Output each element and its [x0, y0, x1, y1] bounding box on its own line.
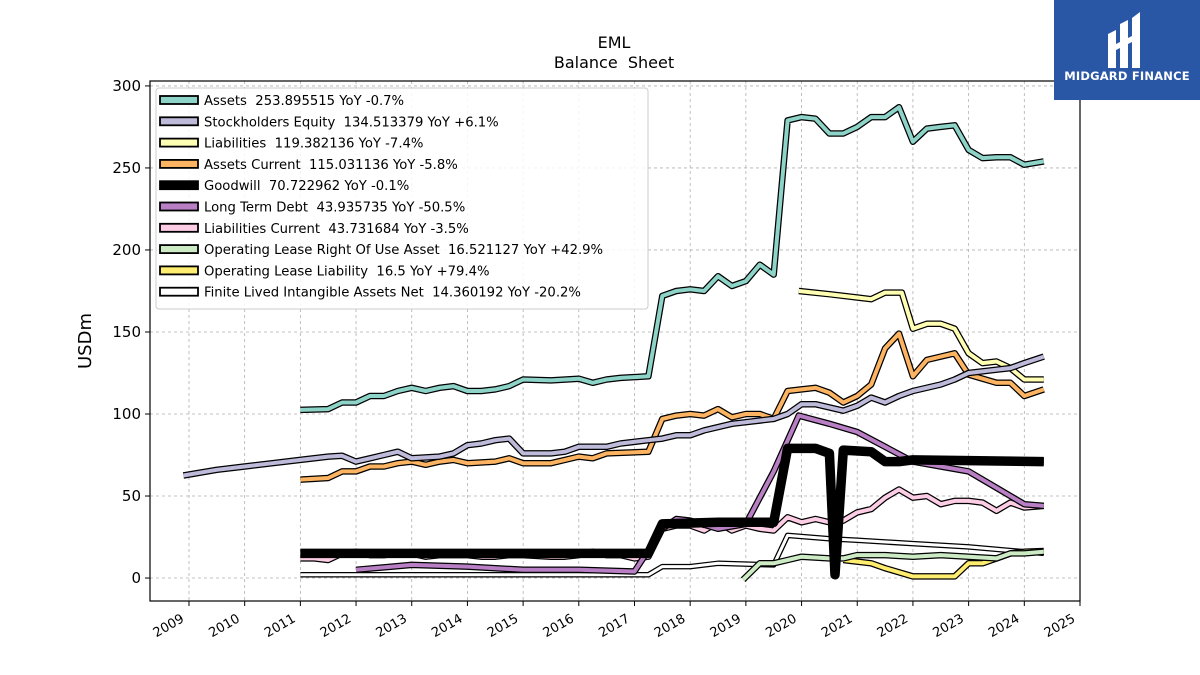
- legend-label: Assets 253.895515 YoY -0.7%: [204, 94, 404, 109]
- series-7: [740, 548, 1045, 583]
- x-tick-label: 2015: [485, 611, 521, 641]
- y-tick-label: 300: [112, 77, 141, 95]
- series-2: [798, 287, 1044, 383]
- x-tick-label: 2025: [1042, 611, 1078, 641]
- legend-entry: Operating Lease Right Of Use Asset 16.52…: [159, 243, 603, 258]
- series-line: [741, 549, 1044, 582]
- y-tick-label: 150: [112, 323, 141, 341]
- legend-swatch: [159, 265, 199, 276]
- legend-entry: Assets 253.895515 YoY -0.7%: [159, 94, 404, 109]
- series-line: [300, 105, 1045, 412]
- legend-entry: Finite Lived Intangible Assets Net 14.36…: [159, 286, 581, 301]
- x-tick-label: 2013: [374, 611, 410, 641]
- legend-label: Goodwill 70.722962 YoY -0.1%: [204, 179, 409, 194]
- y-tick-label: 250: [112, 159, 141, 177]
- series-3: [300, 330, 1045, 483]
- y-tick-label: 50: [122, 487, 141, 505]
- series-outline: [355, 412, 1045, 575]
- series-0: [300, 103, 1045, 414]
- x-tick-label: 2024: [986, 611, 1022, 641]
- series-line: [300, 533, 1044, 577]
- series-lines: [182, 103, 1045, 583]
- x-tick-label: 2014: [429, 611, 465, 641]
- x-tick-label: 2023: [930, 611, 966, 641]
- y-tick-label: 0: [131, 569, 141, 587]
- legend-label: Stockholders Equity 134.513379 YoY +6.1%: [204, 115, 499, 130]
- legend-label: Operating Lease Liability 16.5 YoY +79.4…: [204, 264, 490, 279]
- legend-swatch: [159, 244, 199, 255]
- x-tick-label: 2011: [262, 611, 298, 641]
- legend-swatch: [159, 116, 199, 127]
- legend-label: Assets Current 115.031136 YoY -5.8%: [204, 158, 458, 173]
- series-4: [300, 443, 1044, 580]
- series-line: [300, 444, 1044, 579]
- legend-swatch: [159, 286, 199, 297]
- x-tick-label: 2020: [763, 611, 799, 641]
- legend-entry: Liabilities 119.382136 YoY -7.4%: [159, 137, 423, 152]
- legend-label: Finite Lived Intangible Assets Net 14.36…: [204, 286, 581, 301]
- x-tick-label: 2019: [708, 611, 744, 641]
- series-line: [300, 331, 1045, 482]
- plot-frame: [149, 80, 1081, 602]
- legend-label: Liabilities 119.382136 YoY -7.4%: [204, 137, 423, 152]
- legend-swatch: [159, 222, 199, 233]
- series-5: [355, 412, 1045, 575]
- legend-box: [155, 87, 649, 310]
- legend-entry: Stockholders Equity 134.513379 YoY +6.1%: [159, 115, 499, 130]
- legend-entry: Operating Lease Liability 16.5 YoY +79.4…: [159, 264, 490, 279]
- series-line: [183, 354, 1045, 478]
- chart-title: EML: [598, 33, 631, 52]
- series-9: [300, 532, 1045, 578]
- x-tick-label: 2017: [596, 611, 632, 641]
- legend-entry: Liabilities Current 43.731684 YoY -3.5%: [159, 222, 469, 237]
- y-tick-label: 200: [112, 241, 141, 259]
- legend-label: Operating Lease Right Of Use Asset 16.52…: [204, 243, 603, 258]
- legend: Assets 253.895515 YoY -0.7% Stockholders …: [155, 87, 649, 310]
- series-line: [355, 413, 1044, 574]
- legend-label: Liabilities Current 43.731684 YoY -3.5%: [204, 222, 469, 237]
- midgard-logo-icon: [1108, 12, 1140, 68]
- x-tick-label: 2010: [207, 611, 243, 641]
- midgard-finance-logo: MIDGARD FINANCE: [1054, 0, 1200, 100]
- y-axis-label: USDm: [75, 313, 96, 369]
- legend-entry: Long Term Debt 43.935735 YoY -50.5%: [159, 201, 465, 216]
- legend-swatch: [159, 201, 199, 212]
- legend-swatch: [159, 137, 199, 148]
- legend-entry: Goodwill 70.722962 YoY -0.1%: [159, 179, 409, 194]
- x-tick-label: 2021: [819, 611, 855, 641]
- y-tick-label: 100: [112, 405, 141, 423]
- x-tick-label: 2022: [875, 611, 911, 641]
- legend-swatch: [159, 180, 199, 191]
- legend-label: Long Term Debt 43.935735 YoY -50.5%: [204, 201, 465, 216]
- legend-swatch: [159, 95, 199, 105]
- series-1: [182, 353, 1045, 479]
- logo-text: MIDGARD FINANCE: [1064, 69, 1190, 83]
- chart-subtitle: Balance Sheet: [554, 53, 674, 72]
- x-tick-label: 2018: [652, 611, 688, 641]
- x-tick-label: 2009: [151, 611, 187, 641]
- x-tick-label: 2012: [318, 611, 354, 641]
- x-tick-label: 2016: [541, 611, 577, 641]
- legend-swatch: [159, 158, 199, 169]
- series-line: [798, 289, 1044, 382]
- legend-entry: Assets Current 115.031136 YoY -5.8%: [159, 158, 458, 173]
